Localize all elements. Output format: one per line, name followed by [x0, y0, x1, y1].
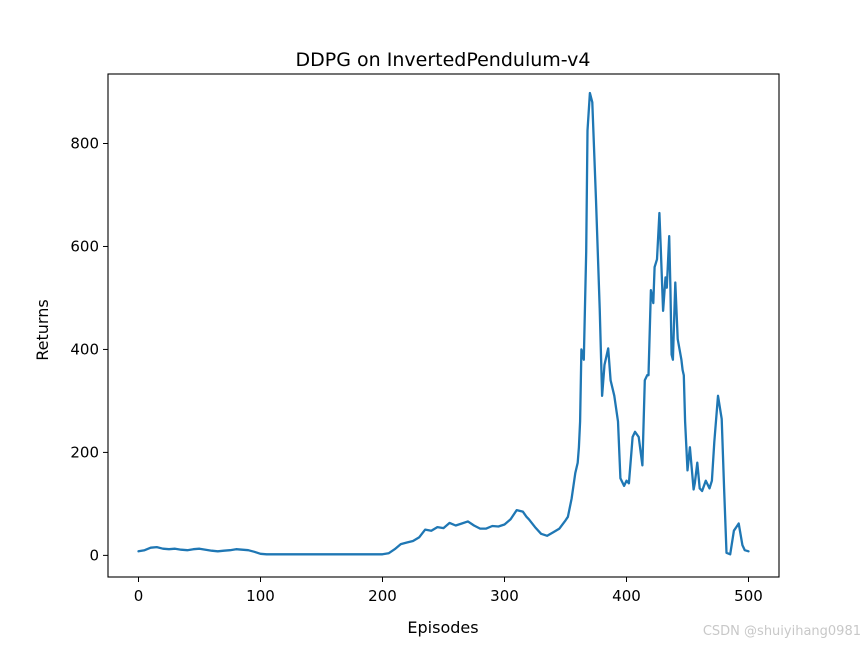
y-tick-label: 400	[70, 340, 99, 358]
x-tick-label: 100	[246, 587, 275, 605]
x-axis-label: Episodes	[407, 618, 478, 637]
chart-title: DDPG on InvertedPendulum-v4	[296, 49, 591, 71]
y-axis: 0 200 400 600 800	[70, 135, 108, 564]
y-tick-label: 200	[70, 443, 99, 461]
x-tick-label: 500	[734, 587, 763, 605]
x-tick-label: 200	[368, 587, 397, 605]
watermark: CSDN @shuiyihang0981	[702, 624, 861, 639]
y-tick-label: 0	[89, 546, 99, 564]
x-tick-label: 0	[134, 587, 144, 605]
series-line	[137, 91, 750, 556]
x-tick-label: 400	[612, 587, 641, 605]
x-axis: 0 100 200 300 400 500	[134, 577, 763, 605]
plot-layer	[137, 91, 750, 556]
y-axis-label: Returns	[33, 299, 52, 360]
plot-frame	[107, 73, 780, 578]
y-tick-label: 600	[70, 237, 99, 255]
y-tick-label: 800	[70, 135, 99, 153]
x-tick-label: 300	[490, 587, 519, 605]
